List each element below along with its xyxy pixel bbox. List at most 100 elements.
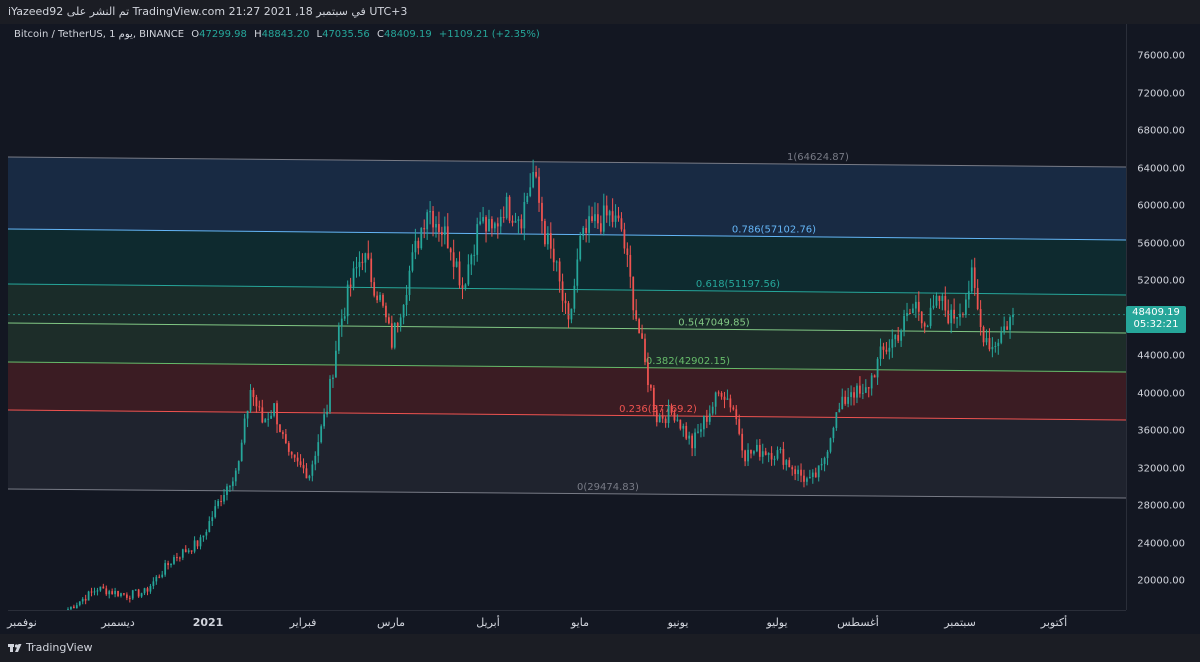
time-axis[interactable]: نوفمبر ديسمبر 2021 فبراير مارس أبريل مايو يونيو… bbox=[7, 610, 1126, 635]
candle-body bbox=[523, 201, 526, 229]
candle-body bbox=[664, 418, 667, 424]
candle-body bbox=[231, 481, 234, 487]
candle-body bbox=[220, 501, 222, 503]
price-tick-label: 72000.00 bbox=[1137, 88, 1185, 99]
time-tick-label: فبراير bbox=[289, 616, 317, 629]
candle-body bbox=[96, 590, 99, 592]
candle-body bbox=[791, 467, 794, 470]
candle-body bbox=[420, 228, 423, 249]
candle-body bbox=[170, 563, 172, 566]
candle-body bbox=[202, 535, 205, 538]
candle-body bbox=[499, 216, 502, 227]
fib-level-line[interactable] bbox=[8, 488, 1126, 499]
price-tick-label: 32000.00 bbox=[1137, 463, 1185, 474]
candle-body bbox=[535, 171, 537, 177]
candle-body bbox=[620, 218, 623, 230]
candle-body bbox=[399, 317, 402, 326]
fib-level-label: 0.382(42902.15) bbox=[646, 356, 730, 367]
candle-body bbox=[555, 261, 558, 263]
candle-body bbox=[255, 397, 258, 407]
candle-body bbox=[608, 211, 611, 216]
candle-body bbox=[658, 415, 661, 423]
candle-body bbox=[452, 252, 455, 267]
fib-level-line[interactable] bbox=[8, 322, 1126, 334]
candle-body bbox=[282, 432, 284, 435]
candle-body bbox=[947, 310, 950, 324]
candle-body bbox=[352, 268, 355, 287]
chart-area[interactable]: 1(64624.87) 0.786(57102.76) 0.618(51197.56… bbox=[8, 24, 1194, 634]
candle-body bbox=[273, 403, 275, 416]
fib-level-line[interactable] bbox=[8, 283, 1126, 296]
close-key: C bbox=[376, 29, 384, 40]
candle-body bbox=[959, 313, 961, 318]
candle-body bbox=[308, 475, 311, 479]
candle-body bbox=[261, 407, 264, 423]
last-price-badge: 48409.19 05:32:21 bbox=[1126, 306, 1186, 333]
candle-body bbox=[123, 593, 125, 595]
candle-body bbox=[785, 460, 788, 465]
candle-body bbox=[176, 557, 178, 559]
footer-bar: TradingView bbox=[0, 634, 1200, 662]
candle-body bbox=[376, 295, 378, 301]
candle-body bbox=[738, 419, 741, 434]
candle-body bbox=[720, 393, 723, 397]
candle-body bbox=[735, 409, 738, 420]
candle-body bbox=[682, 425, 685, 429]
candle-body bbox=[473, 254, 476, 256]
candle-body bbox=[564, 300, 567, 304]
candle-body bbox=[588, 216, 590, 233]
change-value: +1109.21 (+2.35%) bbox=[438, 29, 540, 40]
candle-body bbox=[997, 342, 1000, 347]
candle-body bbox=[229, 486, 231, 488]
candle-body bbox=[711, 406, 714, 414]
price-chart[interactable]: 1(64624.87) 0.786(57102.76) 0.618(51197.56… bbox=[8, 24, 1126, 610]
fib-level-line[interactable] bbox=[8, 156, 1126, 168]
candle-body bbox=[432, 211, 434, 228]
candle-body bbox=[488, 219, 490, 232]
fib-level-line[interactable] bbox=[8, 361, 1126, 373]
candle-body bbox=[599, 223, 602, 232]
fib-level-line[interactable] bbox=[8, 409, 1126, 421]
candle-body bbox=[417, 240, 420, 249]
candle-body bbox=[923, 323, 926, 327]
candle-body bbox=[505, 196, 508, 218]
candle-body bbox=[835, 412, 838, 428]
candle-body bbox=[541, 202, 543, 222]
candle-body bbox=[638, 319, 641, 334]
candle-body bbox=[985, 338, 988, 343]
candle-body bbox=[935, 295, 938, 306]
candle-body bbox=[367, 253, 370, 259]
fib-level-line[interactable] bbox=[8, 228, 1126, 241]
candle-body bbox=[411, 252, 414, 271]
candle-body bbox=[544, 221, 546, 245]
candle-body bbox=[558, 261, 561, 282]
candle-body bbox=[688, 435, 691, 439]
candle-body bbox=[676, 419, 679, 421]
candle-body bbox=[744, 450, 746, 462]
candle-body bbox=[75, 605, 78, 609]
candle-body bbox=[364, 253, 367, 263]
candle-body bbox=[485, 217, 487, 232]
candle-body bbox=[326, 411, 328, 415]
candle-body bbox=[938, 295, 941, 301]
price-tick-label: 52000.00 bbox=[1137, 275, 1185, 287]
candle-body bbox=[847, 397, 850, 404]
candle-body bbox=[173, 557, 175, 564]
footer-brand: TradingView bbox=[26, 641, 93, 654]
candle-body bbox=[582, 227, 585, 236]
candle-body bbox=[1003, 326, 1006, 333]
candle-body bbox=[329, 378, 331, 412]
candle-body bbox=[517, 219, 520, 221]
candle-body bbox=[897, 335, 900, 341]
candle-body bbox=[73, 606, 75, 609]
candle-body bbox=[920, 311, 923, 324]
time-tick-label: سبتمبر bbox=[944, 616, 976, 629]
fib-band bbox=[8, 323, 1126, 372]
candle-body bbox=[493, 223, 496, 229]
candle-body bbox=[741, 433, 744, 451]
candle-body bbox=[323, 414, 326, 427]
candle-body bbox=[134, 589, 137, 591]
candle-body bbox=[876, 358, 879, 378]
candle-body bbox=[358, 261, 361, 268]
candle-body bbox=[605, 205, 608, 216]
